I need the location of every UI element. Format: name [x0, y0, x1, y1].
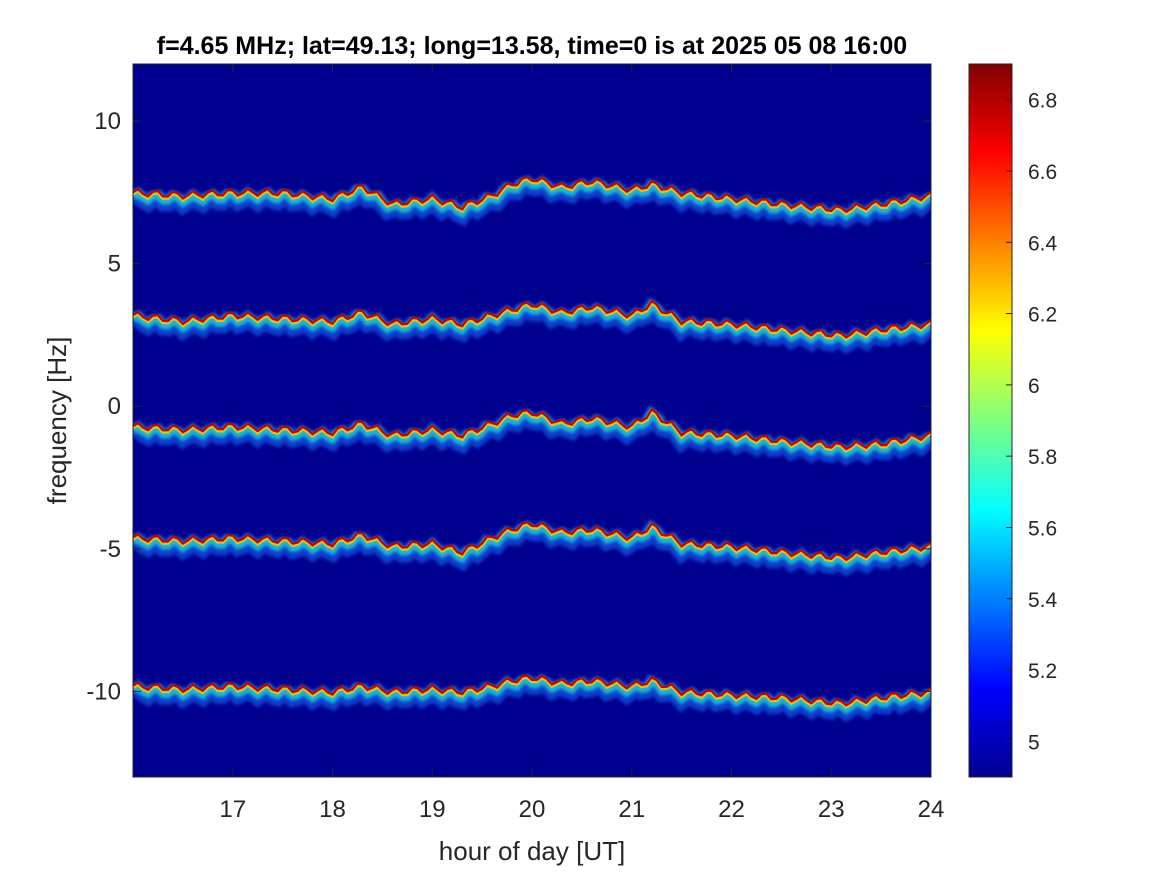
trace-spread — [133, 299, 931, 347]
trace-mid — [133, 521, 931, 564]
x-tick-label: 18 — [319, 796, 346, 823]
trace-spread — [133, 176, 931, 222]
trace-mid — [133, 176, 931, 216]
y-tick-label: -5 — [100, 536, 121, 563]
x-tick-label: 19 — [419, 796, 446, 823]
trace-mid — [133, 407, 931, 453]
trace-3 — [133, 404, 931, 466]
y-tick-label: 0 — [108, 393, 121, 420]
trace-mid — [133, 299, 931, 342]
trace-core — [133, 407, 931, 451]
colorbar-tick-label: 5.6 — [1028, 517, 1057, 540]
colorbar-tick-label: 5.8 — [1028, 446, 1057, 469]
trace-core — [133, 175, 931, 214]
y-tick-label: 10 — [94, 108, 121, 135]
spectral-traces — [133, 175, 931, 723]
y-axis-label: frequency [Hz] — [42, 337, 72, 505]
x-axis-label: hour of day [UT] — [439, 836, 625, 866]
trace-mid — [133, 674, 931, 710]
x-axis-ticks: 17 18 19 20 21 22 23 24 — [219, 64, 944, 823]
trace-4 — [133, 518, 931, 577]
trace-1 — [133, 175, 931, 229]
y-tick-label: 5 — [108, 251, 121, 278]
colorbar-tick-label: 6.6 — [1028, 161, 1057, 184]
trace-spread — [133, 675, 931, 715]
colorbar-tick-label: 6.4 — [1028, 232, 1058, 255]
colorbar-tick-label: 5 — [1028, 731, 1040, 754]
trace-spread — [133, 407, 931, 459]
x-tick-label: 22 — [718, 796, 745, 823]
trace-core — [133, 299, 931, 339]
x-tick-label: 21 — [618, 796, 645, 823]
x-tick-label: 24 — [918, 796, 945, 823]
trace-core — [133, 520, 931, 562]
colorbar-tick-label: 5.4 — [1028, 589, 1058, 612]
y-tick-label: -10 — [86, 678, 121, 705]
colorbar-tick-label: 5.2 — [1028, 660, 1057, 683]
trace-core — [133, 674, 931, 707]
colorbar-ticks: 6.8 6.6 6.4 6.2 6 5.8 5.6 5.4 5.2 5 — [1006, 90, 1058, 754]
colorbar-tick-label: 6.2 — [1028, 304, 1057, 327]
trace-2 — [133, 296, 931, 355]
colorbar — [968, 63, 1013, 778]
x-tick-label: 23 — [818, 796, 845, 823]
chart-title: f=4.65 MHz; lat=49.13; long=13.58, time=… — [157, 32, 907, 60]
colorbar-tick-label: 6.8 — [1028, 90, 1057, 113]
y-axis-ticks: 10 5 0 -5 -10 — [86, 108, 931, 705]
trace-5 — [133, 673, 931, 723]
trace-spread — [133, 521, 931, 569]
x-tick-label: 20 — [519, 796, 546, 823]
x-tick-label: 17 — [219, 796, 246, 823]
colorbar-tick-label: 6 — [1028, 375, 1040, 398]
